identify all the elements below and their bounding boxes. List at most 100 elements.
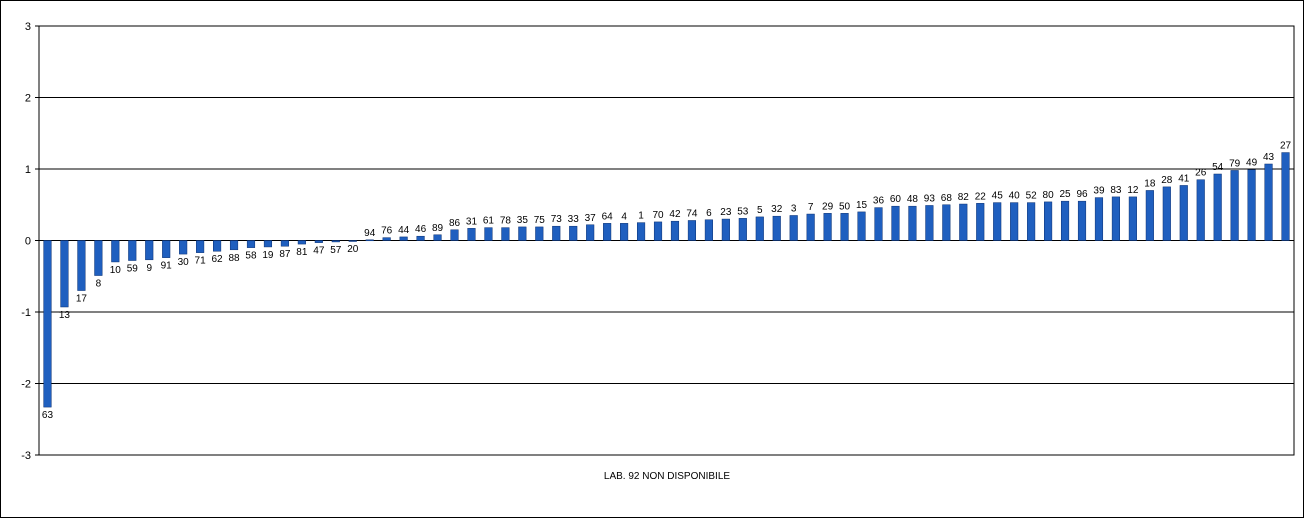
- bar-96: [1077, 200, 1087, 241]
- bar-label-40: 40: [1009, 191, 1021, 202]
- bar-label-61: 61: [483, 216, 495, 227]
- bar-label-25: 25: [1059, 189, 1071, 200]
- bar-label-32: 32: [771, 204, 783, 215]
- bar-1: [636, 222, 646, 241]
- bar-82: [959, 203, 968, 241]
- bar-label-7: 7: [808, 202, 814, 213]
- bar-31: [467, 228, 476, 241]
- bar-label-20: 20: [347, 244, 359, 255]
- bar-label-10: 10: [110, 265, 122, 276]
- bar-label-60: 60: [890, 194, 902, 205]
- bar-label-49: 49: [1246, 158, 1258, 169]
- bar-label-52: 52: [1026, 191, 1038, 202]
- bar-label-87: 87: [279, 249, 291, 260]
- bar-label-4: 4: [621, 211, 627, 222]
- bar-15: [857, 211, 866, 241]
- bar-61: [484, 227, 493, 241]
- bar-label-73: 73: [551, 214, 563, 225]
- bar-44: [399, 236, 408, 241]
- bar-label-33: 33: [568, 214, 580, 225]
- bar-label-28: 28: [1161, 175, 1173, 186]
- bar-13: [60, 240, 69, 308]
- bar-75: [535, 226, 544, 241]
- y-tick-label: -2: [21, 379, 31, 391]
- bar-17: [77, 240, 86, 291]
- bar-76: [382, 237, 391, 241]
- bar-label-1: 1: [638, 211, 644, 222]
- bar-label-5: 5: [757, 205, 763, 216]
- bar-label-13: 13: [59, 310, 71, 321]
- bar-label-19: 19: [262, 250, 274, 261]
- y-tick-label: -1: [21, 307, 31, 319]
- y-tick-label: 0: [25, 236, 31, 248]
- bar-label-27: 27: [1280, 141, 1292, 152]
- bar-79: [1230, 170, 1239, 241]
- bar-label-96: 96: [1076, 189, 1088, 200]
- bar-39: [1094, 197, 1104, 241]
- bar-53: [738, 218, 747, 241]
- bar-label-50: 50: [839, 201, 851, 212]
- bar-label-35: 35: [517, 215, 529, 226]
- bar-46: [416, 235, 425, 241]
- bar-label-39: 39: [1093, 186, 1105, 197]
- bar-label-86: 86: [449, 218, 461, 229]
- bar-86: [450, 229, 459, 241]
- bar-19: [263, 240, 273, 248]
- bar-label-48: 48: [907, 194, 919, 205]
- bar-58: [246, 240, 256, 248]
- bar-label-44: 44: [398, 225, 410, 236]
- bar-label-42: 42: [669, 209, 681, 220]
- bar-59: [128, 240, 137, 261]
- bar-label-71: 71: [195, 256, 207, 267]
- bar-label-91: 91: [161, 261, 173, 272]
- bar-label-43: 43: [1263, 152, 1275, 163]
- bar-87: [280, 240, 289, 247]
- bar-label-8: 8: [96, 279, 102, 290]
- bar-12: [1128, 196, 1137, 241]
- bar-20: [348, 240, 357, 242]
- bar-25: [1060, 200, 1070, 241]
- bar-label-79: 79: [1229, 158, 1241, 169]
- bar-label-75: 75: [534, 215, 546, 226]
- bar-label-64: 64: [602, 211, 614, 222]
- bar-label-18: 18: [1144, 178, 1156, 189]
- bar-label-37: 37: [585, 213, 597, 224]
- bar-74: [687, 220, 697, 241]
- bar-91: [162, 240, 171, 258]
- bar-88: [229, 240, 239, 251]
- bar-3: [789, 215, 798, 241]
- chart-note: LAB. 92 NON DISPONIBILE: [604, 471, 730, 482]
- bar-label-22: 22: [975, 191, 987, 202]
- bar-83: [1111, 196, 1120, 241]
- bar-4: [620, 223, 629, 241]
- bar-73: [552, 225, 561, 241]
- bars-layer: [43, 152, 1290, 408]
- bar-40: [1010, 202, 1019, 241]
- bar-23: [721, 218, 730, 241]
- bar-63: [43, 240, 52, 408]
- y-tick-label: 2: [25, 93, 31, 105]
- bar-48: [908, 205, 917, 241]
- bar-label-23: 23: [720, 207, 732, 218]
- bar-70: [653, 221, 663, 241]
- bar-label-80: 80: [1043, 190, 1055, 201]
- bar-71: [196, 240, 205, 253]
- bar-label-47: 47: [313, 246, 325, 257]
- bar-9: [145, 240, 154, 261]
- bar-18: [1145, 190, 1154, 241]
- y-axis: -3 -2 -1 0 1 2 3: [21, 21, 39, 462]
- bar-label-46: 46: [415, 224, 427, 235]
- bar-52: [1027, 202, 1036, 241]
- bar-label-93: 93: [924, 193, 936, 204]
- bar-label-62: 62: [212, 254, 224, 265]
- bar-label-81: 81: [296, 247, 308, 258]
- bar-10: [111, 240, 120, 263]
- bar-80: [1044, 201, 1053, 241]
- bar-label-30: 30: [178, 257, 190, 268]
- bar-label-70: 70: [652, 210, 664, 221]
- bar-36: [874, 207, 883, 241]
- bar-label-57: 57: [330, 245, 342, 256]
- bar-label-74: 74: [686, 208, 698, 219]
- bar-60: [891, 205, 900, 241]
